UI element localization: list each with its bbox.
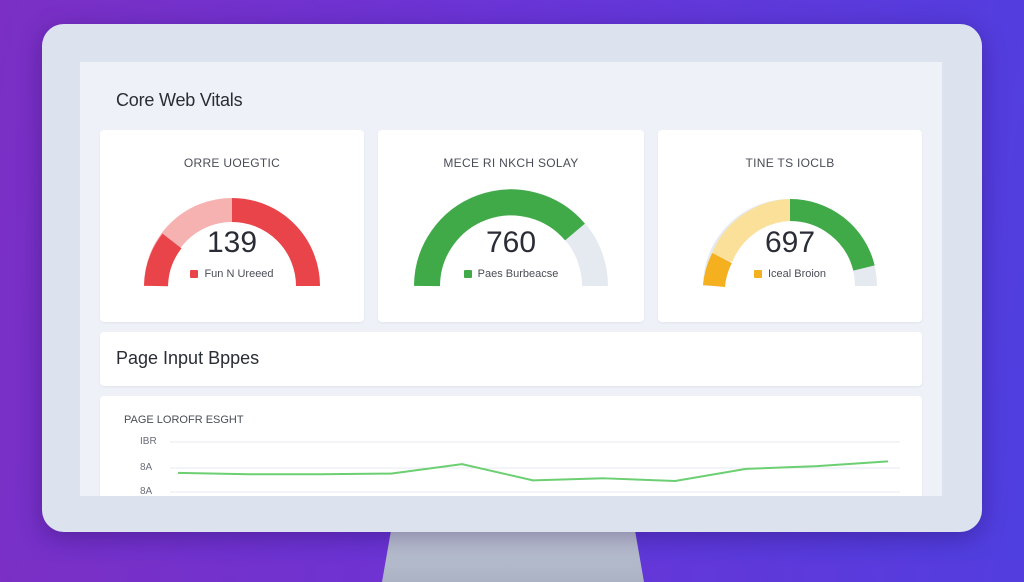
- dashboard-screen: Core Web Vitals ORRE UOEGTIC 139 Fun N U…: [80, 62, 942, 496]
- legend-text: Iceal Broion: [768, 268, 826, 280]
- gauge-value: 697: [658, 226, 922, 260]
- line-chart: [100, 396, 922, 496]
- legend-text: Paes Burbeacse: [478, 268, 559, 280]
- gauge-value: 139: [100, 226, 364, 260]
- series-line: [178, 461, 888, 481]
- gauge-card-3[interactable]: TINE TS IOCLB 697 Iceal Broion: [658, 130, 922, 322]
- legend-swatch: [190, 270, 198, 278]
- gauge-card-1[interactable]: ORRE UOEGTIC 139 Fun N Ureeed: [100, 130, 364, 322]
- legend-swatch: [464, 270, 472, 278]
- monitor: Core Web Vitals ORRE UOEGTIC 139 Fun N U…: [42, 24, 982, 532]
- page-title: Core Web Vitals: [116, 90, 242, 111]
- legend-text: Fun N Ureeed: [204, 268, 273, 280]
- gauge-legend: Fun N Ureeed: [100, 268, 364, 280]
- section-header-card: Page Input Bppes: [100, 332, 922, 386]
- gauge-legend: Paes Burbeacse: [378, 268, 644, 280]
- legend-swatch: [754, 270, 762, 278]
- gauge-card-2[interactable]: MECE RI NKCH SOLAY 760 Paes Burbeacse: [378, 130, 644, 322]
- gauge-legend: Iceal Broion: [658, 268, 922, 280]
- section-title: Page Input Bppes: [116, 348, 259, 369]
- gauge-value: 760: [378, 226, 644, 260]
- chart-card: PAGE LOROFR ESGHT IBR 8A 8A: [100, 396, 922, 496]
